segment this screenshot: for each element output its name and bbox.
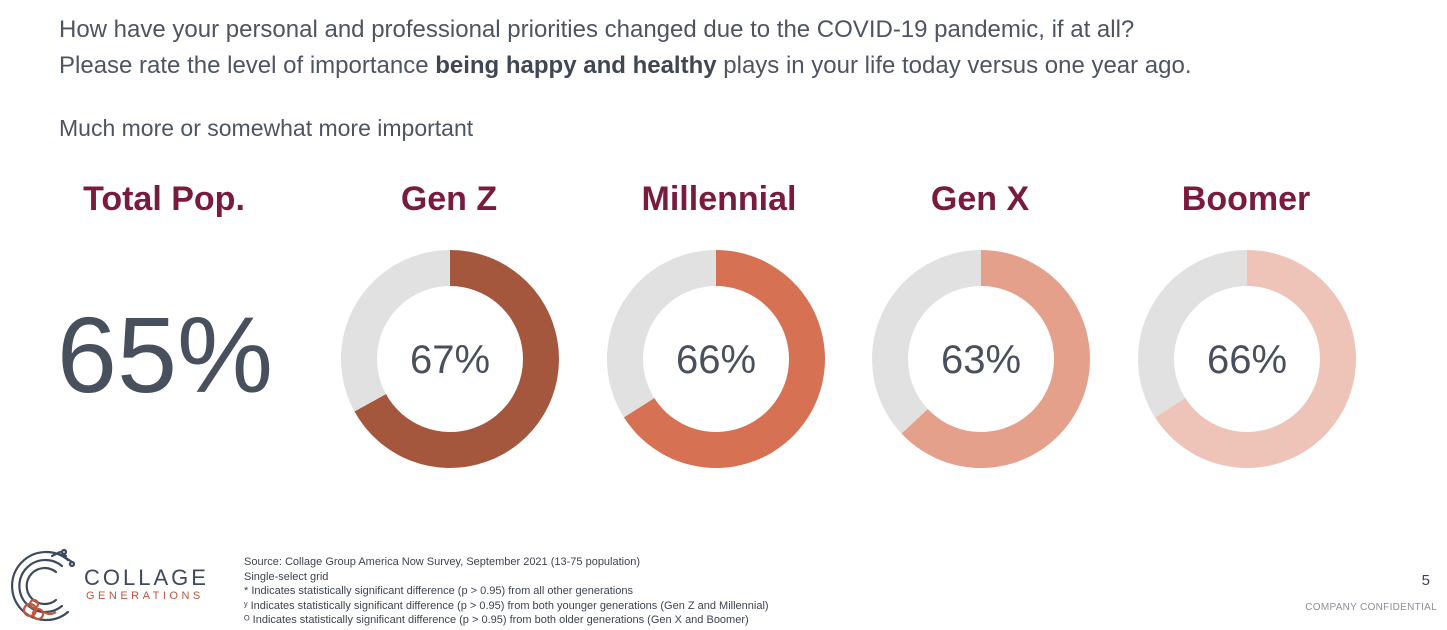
donut-remainder-boomer: [1138, 250, 1247, 418]
donut-slice-boomer: [1154, 250, 1356, 468]
subtitle: Much more or somewhat more important: [59, 115, 474, 141]
header-millennial: Millennial: [641, 180, 797, 218]
page-number: 5: [1421, 572, 1430, 589]
header-gen-x: Gen X: [930, 180, 1030, 218]
total-pop-value: 65%: [56, 294, 274, 415]
footnotes: Source: Collage Group America Now Survey…: [244, 555, 769, 628]
footnote-significance-younger: ʸ Indicates statistically significant di…: [244, 599, 769, 612]
footnote-significance-all: * Indicates statistically significant di…: [244, 585, 633, 597]
donut-remainder-millennial: [607, 250, 716, 418]
question-line-2-end: plays in your life today versus one year…: [716, 52, 1192, 79]
donut-label-gen-x: 63%: [941, 338, 1021, 382]
donut-remainder-gen-z: [341, 250, 450, 412]
confidential-label: COMPANY CONFIDENTIAL: [1305, 602, 1437, 613]
footnote-significance-older: ᴼ Indicates statistically significant di…: [244, 614, 749, 626]
logo-wordmark: COLLAGE: [84, 565, 209, 590]
donut-slice-millennial: [623, 250, 825, 468]
question-line-2-start: Please rate the level of importance: [59, 52, 436, 79]
footnote-source: Source: Collage Group America Now Survey…: [244, 556, 641, 568]
footnote-question-type: Single-select grid: [244, 570, 329, 583]
header-boomer: Boomer: [1181, 180, 1311, 218]
donut-slice-gen-x: [901, 250, 1090, 468]
header-gen-z: Gen Z: [400, 180, 498, 218]
donut-slice-gen-z: [354, 250, 559, 469]
logo-subtitle: GENERATIONS: [86, 590, 204, 602]
header-total-pop: Total Pop.: [83, 180, 245, 218]
donut-remainder-gen-x: [872, 250, 981, 434]
donut-label-boomer: 66%: [1207, 338, 1287, 382]
collage-logo-icon: [10, 548, 76, 622]
question-line-1: How have your personal and professional …: [59, 16, 1135, 43]
question-emphasis: being happy and healthy: [435, 52, 717, 79]
question-line-2: Please rate the level of importance bein…: [59, 51, 1192, 81]
donut-label-millennial: 66%: [676, 338, 756, 382]
donut-label-gen-z: 67%: [410, 338, 490, 382]
